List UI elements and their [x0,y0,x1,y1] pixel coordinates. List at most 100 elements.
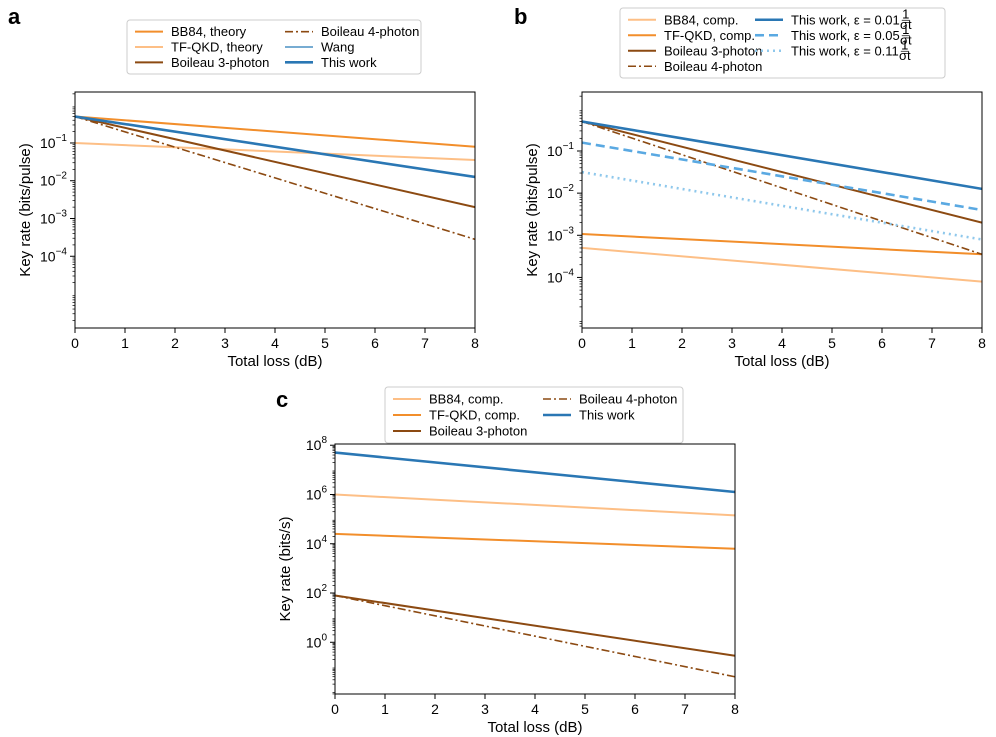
panel-letter: c [276,387,288,412]
y-tick-label: 106 [306,484,328,502]
legend-entry: This work, ε = 0.05 [791,28,900,43]
x-tick-label: 1 [381,701,389,717]
x-tick-label: 8 [731,701,739,717]
x-tick-label: 3 [481,701,489,717]
legend: BB84, comp.TF-QKD, comp.Boileau 3-photon… [619,6,946,79]
x-tick-label: 4 [271,335,279,351]
x-tick-label: 0 [331,701,339,717]
chart-panel-b: b 10−1 10−2 10−3 10−4 0 1 2 3 4 5 6 7 8 Total loss (dB… [514,4,986,370]
series-line [335,451,735,494]
plot-frame [334,443,736,695]
series-line [582,120,982,191]
x-tick-label: 5 [828,335,836,351]
series-line [335,594,735,657]
legend-entry: Boileau 4-photon [321,24,419,39]
x-tick-label: 3 [221,335,229,351]
series-line [582,246,982,283]
x-tick-label: 7 [681,701,689,717]
plot-frame [581,91,983,329]
legend-fraction-numerator: 1 [901,37,908,52]
y-tick-label: 108 [306,435,328,453]
legend-entry: Boileau 3-photon [429,424,527,439]
legend-fraction-numerator: 1 [902,22,909,37]
series-layer [582,120,982,283]
y-tick-label: 10−1 [547,141,574,159]
y-tick-label: 10−1 [40,133,67,151]
legend-box [619,7,946,79]
series-layer [75,115,475,241]
legend-entry: This work [579,408,635,423]
x-tick-label: 0 [578,335,586,351]
x-tick-label: 2 [171,335,179,351]
x-tick-label: 6 [631,701,639,717]
x-tick-label: 6 [371,335,379,351]
legend-entry: Boileau 3-photon [171,55,269,70]
legend-entry: Wang [321,40,354,55]
x-tick-label: 2 [431,701,439,717]
chart-panel-c: c 108 106 104 102 100 0 1 2 3 4 5 6 7 8 Total loss (dB)… [276,386,739,736]
legend-fraction-numerator: 1 [902,6,909,21]
x-tick-label: 2 [678,335,686,351]
x-axis-label: Total loss (dB) [487,719,582,736]
x-tick-label: 7 [421,335,429,351]
legend-entry: TF-QKD, theory [171,40,263,55]
legend-box [384,386,684,444]
y-axis-label: Key rate (bits/pulse) [524,143,541,276]
x-axis-label: Total loss (dB) [734,353,829,370]
legend-entry: This work [321,55,377,70]
legend-entry: BB84, comp. [664,12,738,27]
y-axis-label: Key rate (bits/pulse) [17,143,34,276]
series-line [75,142,475,161]
chart-panel-a: a 10−1 10−2 10−3 10−4 0 1 2 3 4 5 6 7 8 Total loss (dB… [8,4,479,370]
x-tick-label: 7 [928,335,936,351]
series-line [335,594,735,678]
legend-box [126,19,422,75]
y-axis-label: Key rate (bits/s) [277,516,294,621]
x-tick-label: 8 [471,335,479,351]
series-line [582,170,982,241]
legend-entry: TF-QKD, comp. [664,28,755,43]
series-line [335,493,735,517]
series-layer [335,451,735,678]
series-line [335,532,735,550]
legend-entry: Boileau 4-photon [579,392,677,407]
series-line [75,115,475,148]
plot-frame [74,91,476,329]
legend-entry: This work, ε = 0.11 [791,43,899,58]
x-tick-label: 6 [878,335,886,351]
x-tick-label: 3 [728,335,736,351]
panel-letter: b [514,4,527,29]
legend: BB84, comp.TF-QKD, comp.Boileau 3-photon… [384,386,684,444]
x-tick-label: 0 [71,335,79,351]
series-line [582,120,982,224]
x-tick-label: 1 [628,335,636,351]
legend-entry: TF-QKD, comp. [429,408,520,423]
x-tick-label: 4 [531,701,539,717]
y-tick-label: 10−3 [40,208,67,226]
y-tick-label: 10−4 [547,267,574,285]
legend-entry: BB84, comp. [429,392,503,407]
x-tick-label: 5 [321,335,329,351]
legend-fraction-denominator: σt [900,17,912,32]
series-line [75,115,475,241]
x-axis-label: Total loss (dB) [227,353,322,370]
y-tick-label: 102 [306,583,328,601]
series-line [582,120,982,256]
y-tick-label: 100 [306,632,328,650]
y-tick-label: 10−4 [40,246,67,264]
panel-letter: a [8,4,21,29]
legend-entry: Boileau 4-photon [664,59,762,74]
y-tick-label: 10−3 [547,225,574,243]
legend-fraction-denominator: σt [899,48,911,63]
series-line [75,115,475,179]
series-line [582,141,982,212]
legend-fraction-denominator: σt [900,32,912,47]
y-tick-label: 10−2 [40,171,67,189]
series-line [75,115,475,209]
x-tick-label: 4 [778,335,786,351]
series-line [582,233,982,256]
x-tick-label: 1 [121,335,129,351]
x-tick-label: 8 [978,335,986,351]
